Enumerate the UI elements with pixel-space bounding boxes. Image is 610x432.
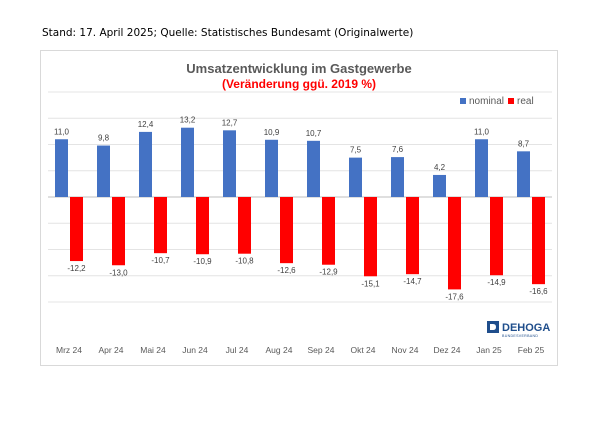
bar-nominal-mai-24 bbox=[139, 131, 152, 197]
logo-name: DEHOGA bbox=[502, 322, 550, 334]
data-label-real: -14,7 bbox=[403, 277, 422, 286]
legend-label-real: real bbox=[517, 96, 534, 107]
data-label-nominal: 4,2 bbox=[434, 163, 446, 172]
x-tick-label: Feb 25 bbox=[518, 345, 545, 355]
x-tick-label: Apr 24 bbox=[98, 345, 123, 355]
bar-nominal-aug-24 bbox=[265, 139, 278, 197]
bar-real-nov-24 bbox=[406, 197, 419, 275]
bar-nominal-dez-24 bbox=[433, 174, 446, 197]
data-label-nominal: 11,0 bbox=[474, 127, 490, 136]
chart-frame bbox=[40, 50, 558, 366]
gridlines bbox=[48, 91, 552, 303]
data-label-nominal: 13,2 bbox=[180, 116, 196, 125]
data-label-real: -10,8 bbox=[235, 257, 254, 266]
bar-real-aug-24 bbox=[280, 197, 293, 264]
bar-real-sep-24 bbox=[322, 197, 335, 265]
data-label-real: -13,0 bbox=[109, 268, 128, 277]
bar-real-jun-24 bbox=[196, 197, 209, 255]
x-tick-label: Sep 24 bbox=[308, 345, 335, 355]
x-tick-label: Mai 24 bbox=[140, 345, 166, 355]
legend-label-nominal: nominal bbox=[469, 96, 504, 107]
bar-nominal-apr-24 bbox=[97, 145, 110, 197]
bar-real-apr-24 bbox=[112, 197, 125, 266]
bar-nominal-jul-24 bbox=[223, 130, 236, 197]
bar-real-dez-24 bbox=[448, 197, 461, 290]
legend-swatch-nominal bbox=[460, 98, 466, 104]
data-label-real: -12,2 bbox=[67, 264, 86, 273]
bars bbox=[55, 127, 545, 290]
bar-real-feb-25 bbox=[532, 197, 545, 285]
legend: nominal real bbox=[460, 96, 534, 107]
data-label-real: -10,7 bbox=[151, 256, 170, 265]
x-tick-label: Aug 24 bbox=[266, 345, 293, 355]
bar-nominal-jan-25 bbox=[475, 139, 488, 197]
data-label-nominal: 12,7 bbox=[222, 118, 238, 127]
x-tick-label: Dez 24 bbox=[434, 345, 461, 355]
x-axis-ticks: Mrz 24 Apr 24 Mai 24 Jun 24 Jul 24 Aug 24 Sep … bbox=[56, 345, 544, 355]
bar-nominal-feb-25 bbox=[517, 151, 530, 197]
logo-subtext: BUNDESVERBAND bbox=[502, 334, 538, 338]
chart-title: Umsatzentwicklung im Gastgewerbe bbox=[186, 61, 411, 76]
bar-nominal-okt-24 bbox=[349, 157, 362, 197]
data-label-nominal: 10,9 bbox=[264, 128, 280, 137]
data-label-nominal: 9,8 bbox=[98, 134, 110, 143]
data-label-nominal: 11,0 bbox=[54, 127, 70, 136]
x-tick-label: Nov 24 bbox=[392, 345, 419, 355]
caption: Stand: 17. April 2025; Quelle: Statistis… bbox=[42, 27, 414, 39]
bar-nominal-mrz-24 bbox=[55, 139, 68, 197]
chart-subtitle: (Veränderung ggü. 2019 %) bbox=[222, 77, 376, 91]
data-label-nominal: 7,6 bbox=[392, 145, 404, 154]
bar-real-okt-24 bbox=[364, 197, 377, 277]
bar-nominal-sep-24 bbox=[307, 140, 320, 197]
x-tick-label: Okt 24 bbox=[350, 345, 375, 355]
data-label-real: -15,1 bbox=[361, 279, 380, 288]
logo-mark bbox=[490, 324, 496, 330]
data-label-nominal: 12,4 bbox=[138, 120, 154, 129]
dehoga-logo: DEHOGA BUNDESVERBAND bbox=[487, 321, 550, 338]
bar-real-mai-24 bbox=[154, 197, 167, 254]
x-tick-label: Jun 24 bbox=[182, 345, 208, 355]
data-label-real: -10,9 bbox=[193, 257, 212, 266]
data-label-nominal: 8,7 bbox=[518, 139, 530, 148]
data-label-real: -17,6 bbox=[445, 292, 464, 301]
data-label-real: -16,6 bbox=[529, 287, 548, 296]
bar-real-jul-24 bbox=[238, 197, 251, 254]
bar-nominal-nov-24 bbox=[391, 157, 404, 197]
data-label-real: -14,9 bbox=[487, 278, 506, 287]
legend-swatch-real bbox=[508, 98, 514, 104]
x-tick-label: Jan 25 bbox=[476, 345, 502, 355]
data-label-nominal: 10,7 bbox=[306, 129, 322, 138]
data-label-real: -12,6 bbox=[277, 266, 296, 275]
x-tick-label: Mrz 24 bbox=[56, 345, 82, 355]
data-labels: 11,0 -12,2 9,8 -13,0 12,4 -10,7 13,2 -10,9 12,7 -… bbox=[54, 116, 548, 302]
x-tick-label: Jul 24 bbox=[226, 345, 249, 355]
chart: Umsatzentwicklung im Gastgewerbe (Veränd… bbox=[48, 61, 552, 355]
data-label-real: -12,9 bbox=[319, 268, 338, 277]
bar-real-mrz-24 bbox=[70, 197, 83, 262]
bar-nominal-jun-24 bbox=[181, 127, 194, 197]
bar-real-jan-25 bbox=[490, 197, 503, 276]
data-label-nominal: 7,5 bbox=[350, 146, 362, 155]
